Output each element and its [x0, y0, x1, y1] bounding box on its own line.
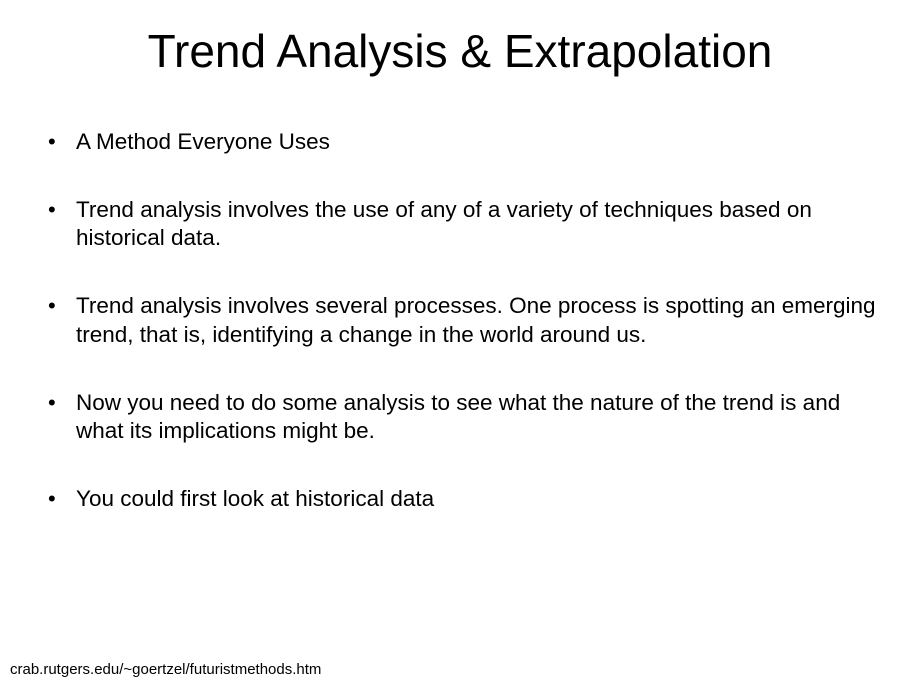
slide-title: Trend Analysis & Extrapolation: [0, 0, 920, 88]
bullet-list: A Method Everyone Uses Trend analysis in…: [40, 128, 880, 513]
list-item: Now you need to do some analysis to see …: [40, 389, 880, 445]
list-item: Trend analysis involves the use of any o…: [40, 196, 880, 252]
footer-citation: crab.rutgers.edu/~goertzel/futuristmetho…: [10, 661, 321, 678]
list-item: You could first look at historical data: [40, 485, 880, 513]
content-area: A Method Everyone Uses Trend analysis in…: [0, 88, 920, 513]
list-item: A Method Everyone Uses: [40, 128, 880, 156]
list-item: Trend analysis involves several processe…: [40, 292, 880, 348]
